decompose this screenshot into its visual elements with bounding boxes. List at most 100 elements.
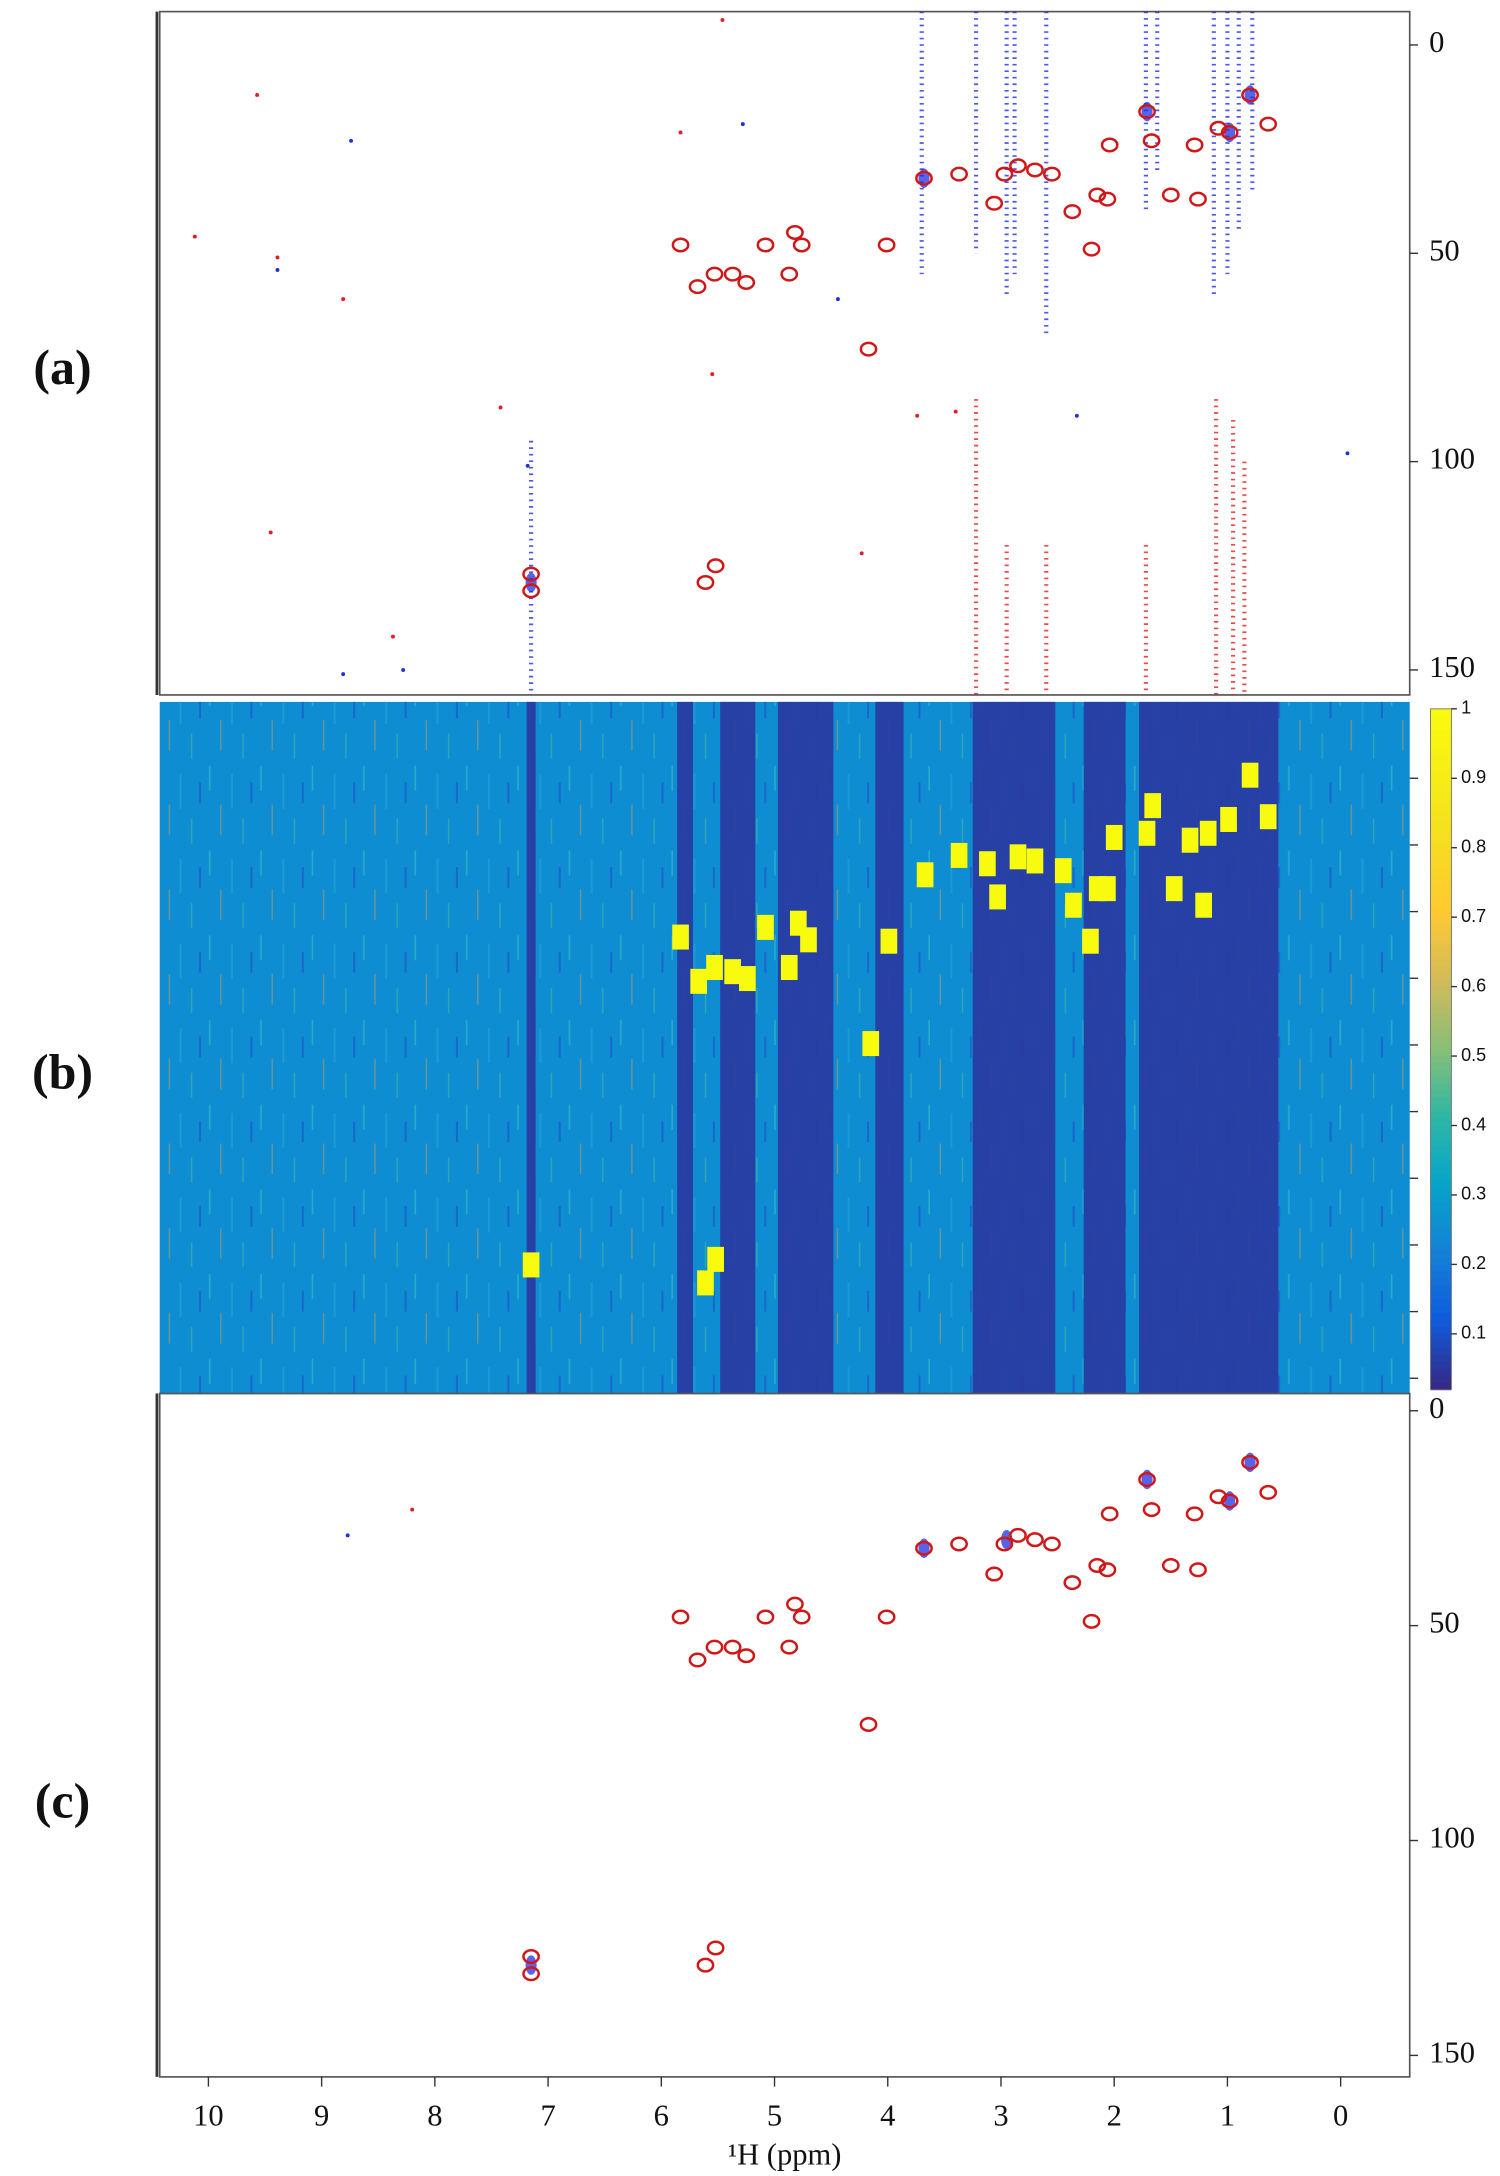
colorbar-tick-label: 0.1 (1461, 1323, 1486, 1343)
colorbar-segment (1430, 799, 1452, 807)
colorbar-segment (1430, 819, 1452, 828)
noise-point (255, 93, 260, 97)
heatmap-cell (724, 959, 741, 985)
colorbar-segment (1430, 896, 1452, 905)
colorbar-segment (1430, 1167, 1452, 1175)
peak-contour (671, 237, 690, 253)
colorbar-segment (1430, 924, 1452, 932)
peak-contour (1189, 191, 1207, 207)
noise-point (835, 297, 840, 302)
heatmap-cell (707, 1246, 724, 1272)
colorbar-segment (1430, 1014, 1452, 1023)
peak-contour (1259, 1484, 1278, 1500)
low-band (777, 701, 834, 1394)
colorbar-segment (1430, 1299, 1452, 1307)
y-tick-label: 100 (1429, 442, 1475, 476)
peak-contour (1259, 116, 1278, 132)
peak-contour (737, 274, 756, 290)
peak-contour (522, 1949, 540, 1965)
colorbar-segment (1430, 1125, 1452, 1134)
y-tick-label: 50 (1429, 1606, 1460, 1640)
peak-contour (915, 170, 933, 186)
x-tick-label: 9 (314, 2099, 329, 2133)
noise-point (953, 409, 958, 414)
colorbar-segment (1430, 1132, 1452, 1141)
peak-contour (1100, 137, 1119, 153)
peak-contour (1088, 1557, 1107, 1573)
colorbar-segment (1430, 958, 1452, 967)
peak-contour (780, 266, 799, 282)
colorbar-segment (1430, 1118, 1452, 1127)
colorbar-segment (1430, 931, 1452, 939)
heatmap-cell (950, 842, 968, 868)
colorbar-segment (1430, 806, 1452, 814)
noise-point (678, 130, 683, 135)
heatmap-cell (862, 1031, 880, 1057)
colorbar-segment (1430, 1146, 1452, 1155)
peak-contour (705, 266, 724, 282)
colorbar-segment (1430, 882, 1452, 891)
x-tick-label: 2 (1107, 2099, 1122, 2133)
peak-contour (737, 1648, 756, 1664)
heatmap-cell (1165, 876, 1183, 902)
noise-point (525, 463, 530, 468)
colorbar-segment (1430, 986, 1452, 995)
peak-contour (1209, 120, 1228, 136)
colorbar-segment (1430, 1271, 1452, 1280)
peak-contour (706, 558, 725, 574)
colorbar-segment (1430, 1306, 1452, 1314)
colorbar-segment (1430, 715, 1452, 724)
low-band (875, 701, 904, 1394)
colorbar-segment (1430, 1063, 1452, 1071)
colorbar-segment (1430, 785, 1452, 793)
heatmap-cell (757, 914, 774, 940)
heatmap-cell (697, 1270, 714, 1296)
colorbar-tick-label: 0.8 (1461, 836, 1486, 856)
heatmap-cell (1195, 892, 1212, 918)
peak-contour (859, 1716, 878, 1732)
colorbar-segment (1430, 708, 1452, 717)
x-tick-label: 10 (193, 2099, 224, 2133)
colorbar-segment (1430, 1201, 1452, 1210)
negative-peak (525, 1955, 537, 1975)
peak-contour (522, 566, 540, 582)
colorbar-tick-label: 0.2 (1461, 1253, 1486, 1273)
noise-point (391, 634, 395, 639)
colorbar-segment (1430, 1153, 1452, 1162)
heatmap-cell (672, 924, 689, 950)
y-tick-label: 100 (1429, 1821, 1475, 1855)
noise-point (859, 551, 864, 556)
colorbar-segment (1430, 1319, 1452, 1328)
noise-point (498, 405, 503, 410)
peak-contour (1043, 1536, 1061, 1552)
colorbar-segment (1430, 1215, 1452, 1224)
noise-point (1074, 413, 1079, 418)
peak-contour (877, 237, 896, 253)
colorbar-segment (1430, 1035, 1452, 1043)
peak-contour (1142, 133, 1161, 149)
peak-contour (1185, 137, 1204, 153)
colorbar-segment (1430, 1257, 1452, 1266)
colorbar-segment (1430, 1236, 1452, 1245)
colorbar-segment (1430, 1174, 1452, 1182)
colorbar-segment (1430, 1194, 1452, 1203)
colorbar-segment (1430, 826, 1452, 835)
peak-contour (688, 279, 707, 295)
colorbar-segment (1430, 972, 1452, 981)
peak-contour (1043, 166, 1061, 182)
peak-contour (1026, 1532, 1044, 1548)
peak-contour (1009, 1527, 1027, 1543)
peak-contour (756, 1609, 775, 1625)
colorbar-tick-label: 0.6 (1461, 975, 1486, 995)
x-tick-label: 5 (767, 2099, 782, 2133)
colorbar-segment (1430, 778, 1452, 787)
colorbar-segment (1430, 1083, 1452, 1092)
panel-label: (b) (32, 1043, 93, 1099)
x-axis-label: ¹H (ppm) (728, 2137, 842, 2171)
heatmap-cell (800, 927, 817, 953)
colorbar-segment (1430, 743, 1452, 752)
noise-point (740, 122, 745, 127)
peak-contour (995, 166, 1014, 182)
colorbar-segment (1430, 1347, 1452, 1356)
